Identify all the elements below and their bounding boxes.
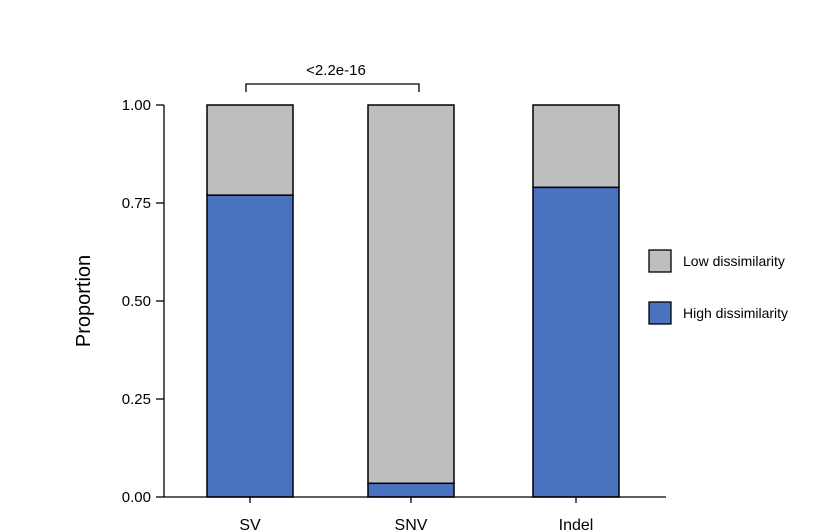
legend-swatch — [648, 249, 672, 273]
bar-segment-sv-high — [206, 194, 294, 498]
significance-annotation: <2.2e-16 — [245, 62, 420, 92]
y-ticks-group: 0.00 0.25 0.50 0.75 1.00 — [122, 97, 164, 506]
y-axis-title: Proportion — [73, 255, 95, 347]
significance-label: <2.2e-16 — [306, 62, 366, 79]
bars-group — [206, 104, 620, 498]
legend-swatch — [648, 301, 672, 325]
x-tick-label: Indel — [559, 517, 594, 532]
legend-label: Low dissimilarity — [683, 253, 785, 269]
bar-segment-snv-low — [367, 104, 455, 485]
significance-bracket — [245, 83, 420, 92]
x-tick-label: SV — [239, 517, 261, 532]
x-labels-group: SV SNV Indel — [239, 497, 593, 532]
bar-segment-snv-high — [367, 482, 455, 498]
y-tick-label: 0.00 — [122, 489, 151, 506]
x-tick-label: SNV — [395, 517, 428, 532]
legend-label: High dissimilarity — [683, 305, 788, 321]
legend: Low dissimilarity High dissimilarity — [648, 249, 788, 325]
y-tick-label: 1.00 — [122, 97, 151, 114]
bar-segment-sv-low — [206, 104, 294, 196]
bar-segment-indel-low — [532, 104, 620, 189]
bar-segment-indel-high — [532, 186, 620, 498]
y-tick-label: 0.75 — [122, 195, 151, 212]
y-tick-label: 0.25 — [122, 391, 151, 408]
y-tick-label: 0.50 — [122, 293, 151, 310]
